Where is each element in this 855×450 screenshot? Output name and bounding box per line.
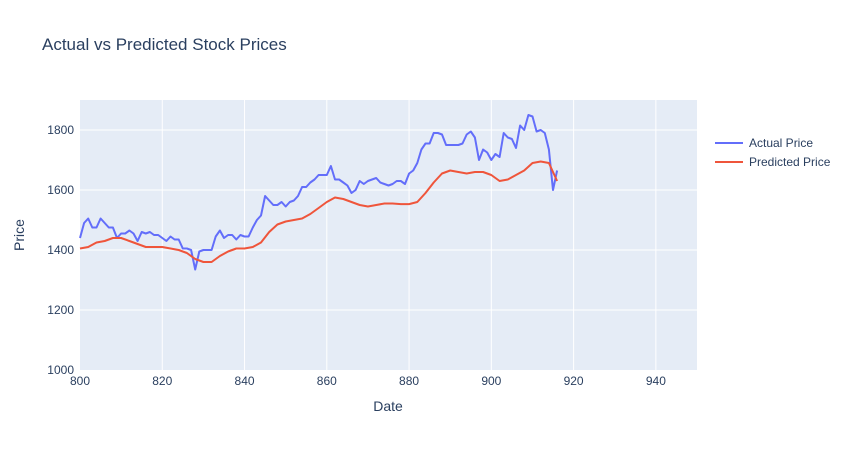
plot-area: [80, 100, 697, 370]
series-lines: [79, 114, 559, 271]
y-tick-labels: 1000 1200 1400 1600 1800: [47, 123, 74, 377]
y-tick-label: 1200: [47, 303, 74, 317]
x-tick-label: 820: [152, 374, 172, 388]
x-tick-label: 840: [235, 374, 255, 388]
y-tick-label: 1800: [47, 123, 74, 137]
y-tick-label: 1000: [47, 363, 74, 377]
chart-title: Actual vs Predicted Stock Prices: [42, 35, 287, 54]
x-tick-labels: 800 820 840 860 880 900 920 940: [70, 374, 666, 388]
x-axis-title: Date: [373, 398, 403, 414]
x-tick-label: 800: [70, 374, 90, 388]
legend-label-actual-price[interactable]: Actual Price: [749, 136, 813, 150]
grid-lines: [80, 100, 697, 370]
x-tick-label: 940: [646, 374, 666, 388]
x-tick-label: 860: [317, 374, 337, 388]
x-tick-label: 880: [399, 374, 419, 388]
y-tick-label: 1400: [47, 243, 74, 257]
series-line-actual-price: [79, 114, 559, 271]
legend[interactable]: Actual Price Predicted Price: [715, 136, 831, 169]
y-axis-title: Price: [11, 219, 27, 251]
x-tick-label: 920: [564, 374, 584, 388]
legend-label-predicted-price[interactable]: Predicted Price: [749, 155, 831, 169]
y-tick-label: 1600: [47, 183, 74, 197]
series-line-predicted-price: [79, 160, 559, 263]
x-tick-label: 900: [481, 374, 501, 388]
